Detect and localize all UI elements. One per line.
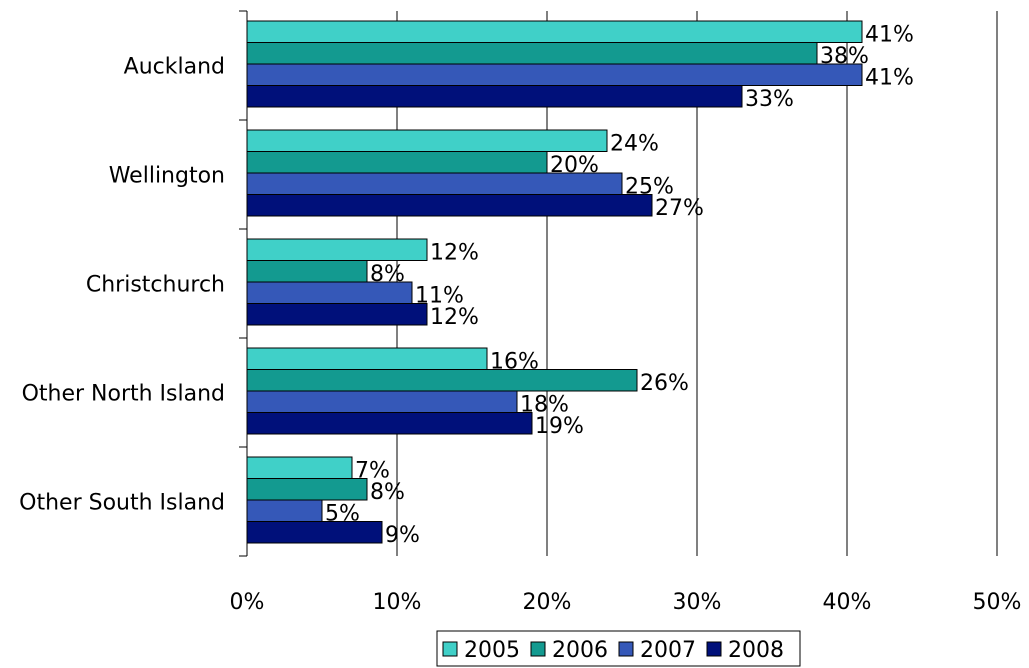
bar xyxy=(246,369,638,392)
bar xyxy=(246,20,863,43)
data-label: 18% xyxy=(520,393,569,418)
category-label: Auckland xyxy=(124,55,225,80)
bar xyxy=(246,63,863,86)
bar xyxy=(246,238,428,261)
bar xyxy=(246,478,368,501)
y-axis xyxy=(239,10,248,557)
legend-label: 2005 xyxy=(464,638,520,663)
legend-label: 2007 xyxy=(640,638,696,663)
category-label: Other South Island xyxy=(19,491,225,516)
data-label: 11% xyxy=(415,284,464,309)
x-axis-tick-labels: 0% 10% 20% 30% 40% 50% xyxy=(230,590,1022,615)
legend: 2005 2006 2007 2008 xyxy=(436,630,801,667)
bar xyxy=(246,412,533,435)
bars xyxy=(246,20,863,544)
data-label: 33% xyxy=(745,87,794,112)
bar xyxy=(246,456,353,479)
bar xyxy=(246,499,323,522)
legend-label: 2008 xyxy=(728,638,784,663)
bar xyxy=(246,303,428,326)
data-label: 12% xyxy=(430,241,479,266)
x-tick-label: 30% xyxy=(673,590,722,615)
x-tick-label: 20% xyxy=(523,590,572,615)
bar xyxy=(246,390,518,413)
legend-label: 2006 xyxy=(552,638,608,663)
legend-swatch xyxy=(442,641,458,657)
data-label: 16% xyxy=(490,350,539,375)
category-label: Christchurch xyxy=(86,273,225,298)
legend-item: 2008 xyxy=(706,638,784,663)
data-label: 12% xyxy=(430,305,479,330)
x-tick-label: 50% xyxy=(973,590,1022,615)
bar xyxy=(246,521,383,544)
bar xyxy=(246,42,818,65)
x-tick-label: 10% xyxy=(373,590,422,615)
data-label: 26% xyxy=(640,371,689,396)
data-label: 41% xyxy=(865,66,914,91)
data-label: 38% xyxy=(820,44,869,69)
category-label: Other North Island xyxy=(22,382,225,407)
data-label: 25% xyxy=(625,175,674,200)
category-labels: Auckland Wellington Christchurch Other Nort… xyxy=(19,55,225,516)
data-label: 41% xyxy=(865,23,914,48)
x-tick-label: 0% xyxy=(230,590,265,615)
bar xyxy=(246,151,548,174)
bar xyxy=(246,194,653,217)
legend-swatch xyxy=(706,641,722,657)
data-label: 7% xyxy=(355,459,390,484)
legend-item: 2007 xyxy=(618,638,696,663)
data-label: 27% xyxy=(655,196,704,221)
bar xyxy=(246,85,743,108)
data-label: 8% xyxy=(370,480,405,505)
data-label: 20% xyxy=(550,153,599,178)
x-tick-label: 40% xyxy=(823,590,872,615)
bar xyxy=(246,129,608,152)
category-label: Wellington xyxy=(109,164,225,189)
data-label: 9% xyxy=(385,523,420,548)
legend-swatch xyxy=(530,641,546,657)
data-label: 19% xyxy=(535,414,584,439)
data-label: 24% xyxy=(610,132,659,157)
data-label: 5% xyxy=(325,502,360,527)
legend-item: 2005 xyxy=(442,638,520,663)
legend-swatch xyxy=(618,641,634,657)
bar xyxy=(246,347,488,370)
data-labels: 41%38%41%33%24%20%25%27%12%8%11%12%16%26… xyxy=(325,23,914,549)
legend-item: 2006 xyxy=(530,638,608,663)
data-label: 8% xyxy=(370,262,405,287)
bar xyxy=(246,260,368,283)
